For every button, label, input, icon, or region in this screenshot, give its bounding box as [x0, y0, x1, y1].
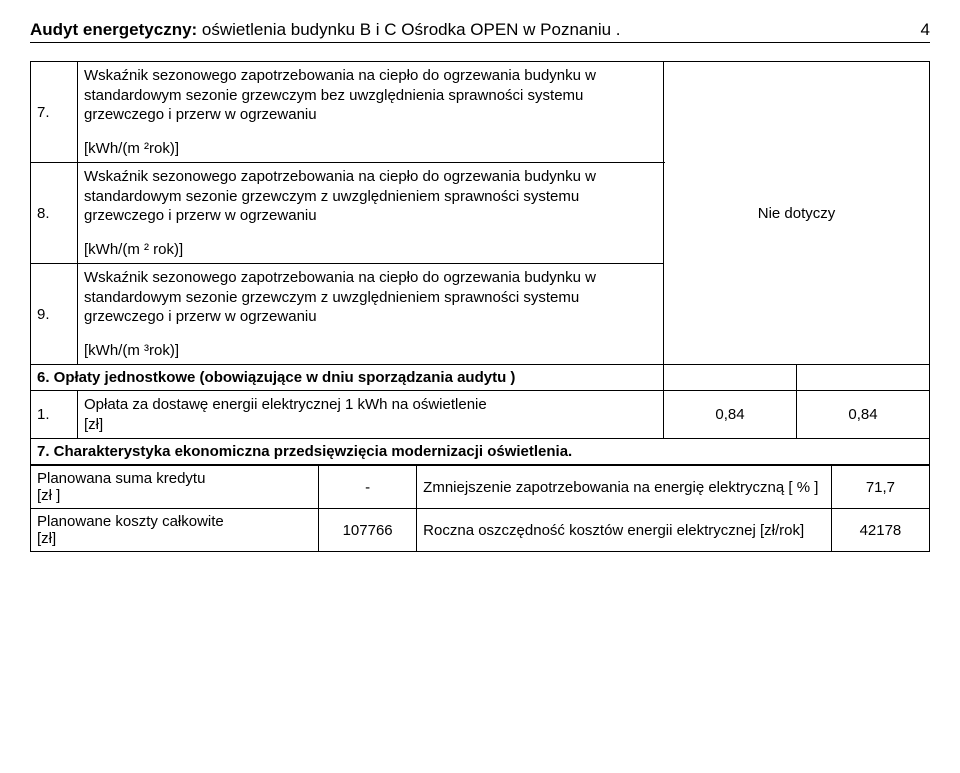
- desc-text: Opłata za dostawę energii elektrycznej 1…: [84, 395, 657, 415]
- desc-unit: [kWh/(m ²rok)]: [84, 139, 657, 159]
- econ-right: Zmniejszenie zapotrzebowania na energię …: [417, 466, 832, 509]
- table-row: Planowana suma kredytu [zł ] - Zmniejsze…: [31, 466, 930, 509]
- main-table: 7. Wskaźnik sezonowego zapotrzebowania n…: [30, 61, 930, 465]
- row-desc: Wskaźnik sezonowego zapotrzebowania na c…: [78, 264, 664, 365]
- empty-cell: [797, 365, 930, 391]
- side-note: Nie dotyczy: [664, 62, 930, 365]
- row-number: 7.: [31, 62, 78, 163]
- econ-value: 71,7: [831, 466, 929, 509]
- econ-left-unit: [zł]: [37, 530, 312, 547]
- table-row: 1. Opłata za dostawę energii elektryczne…: [31, 391, 930, 439]
- economic-table: Planowana suma kredytu [zł ] - Zmniejsze…: [30, 465, 930, 552]
- section7-heading: 7. Charakterystyka ekonomiczna przedsięw…: [31, 439, 930, 465]
- header-divider: [30, 42, 930, 43]
- econ-value: 42178: [831, 509, 929, 552]
- econ-left-text: Planowane koszty całkowite: [37, 513, 312, 530]
- desc-text: Wskaźnik sezonowego zapotrzebowania na c…: [84, 167, 657, 226]
- econ-left: Planowana suma kredytu [zł ]: [31, 466, 319, 509]
- econ-mid: 107766: [319, 509, 417, 552]
- empty-cell: [664, 365, 797, 391]
- page-header: Audyt energetyczny: oświetlenia budynku …: [30, 20, 930, 40]
- econ-mid: -: [319, 466, 417, 509]
- row-desc: Opłata za dostawę energii elektrycznej 1…: [78, 391, 664, 439]
- table-row: Planowane koszty całkowite [zł] 107766 R…: [31, 509, 930, 552]
- econ-left: Planowane koszty całkowite [zł]: [31, 509, 319, 552]
- section6-heading: 6. Opłaty jednostkowe (obowiązujące w dn…: [31, 365, 664, 391]
- econ-left-text: Planowana suma kredytu: [37, 470, 312, 487]
- row-number: 1.: [31, 391, 78, 439]
- row-number: 8.: [31, 163, 78, 264]
- row-number: 9.: [31, 264, 78, 365]
- econ-right: Roczna oszczędność kosztów energii elekt…: [417, 509, 832, 552]
- value-cell: 0,84: [797, 391, 930, 439]
- page-number: 4: [921, 20, 930, 40]
- table-row: 7. Wskaźnik sezonowego zapotrzebowania n…: [31, 62, 930, 163]
- row-desc: Wskaźnik sezonowego zapotrzebowania na c…: [78, 62, 664, 163]
- desc-unit: [kWh/(m ² rok)]: [84, 240, 657, 260]
- desc-text: Wskaźnik sezonowego zapotrzebowania na c…: [84, 66, 657, 125]
- row-desc: Wskaźnik sezonowego zapotrzebowania na c…: [78, 163, 664, 264]
- header-title: Audyt energetyczny: oświetlenia budynku …: [30, 20, 621, 40]
- desc-unit: [kWh/(m ³rok)]: [84, 341, 657, 361]
- header-title-rest: oświetlenia budynku B i C Ośrodka OPEN w…: [197, 20, 620, 39]
- desc-text: Wskaźnik sezonowego zapotrzebowania na c…: [84, 268, 657, 327]
- value-cell: 0,84: [664, 391, 797, 439]
- header-title-bold: Audyt energetyczny:: [30, 20, 197, 39]
- section-heading-row: 6. Opłaty jednostkowe (obowiązujące w dn…: [31, 365, 930, 391]
- section-heading-row: 7. Charakterystyka ekonomiczna przedsięw…: [31, 439, 930, 465]
- desc-unit: [zł]: [84, 415, 657, 435]
- econ-left-unit: [zł ]: [37, 487, 312, 504]
